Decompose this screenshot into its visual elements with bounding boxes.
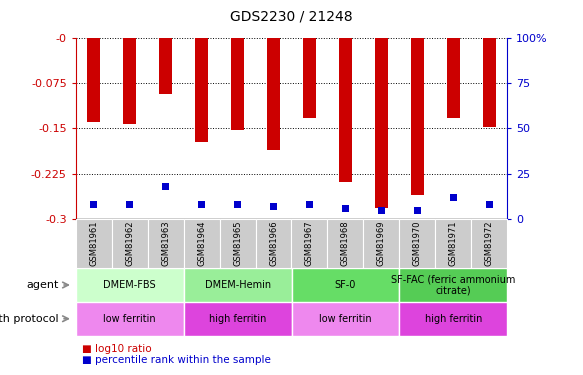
Bar <box>220 219 255 268</box>
Bar <box>375 38 388 209</box>
Bar <box>363 219 399 268</box>
Bar <box>270 203 277 210</box>
Text: GSM81966: GSM81966 <box>269 220 278 266</box>
Bar <box>399 268 507 302</box>
Text: low ferritin: low ferritin <box>319 314 372 324</box>
Text: GSM81967: GSM81967 <box>305 220 314 266</box>
Bar <box>159 38 172 94</box>
Bar <box>292 302 399 336</box>
Text: SF-FAC (ferric ammonium
citrate): SF-FAC (ferric ammonium citrate) <box>391 274 515 296</box>
Bar <box>90 201 97 208</box>
Bar <box>184 268 292 302</box>
Bar <box>399 302 507 336</box>
Text: GSM81961: GSM81961 <box>89 220 99 266</box>
Text: DMEM-Hemin: DMEM-Hemin <box>205 280 271 290</box>
Text: GSM81962: GSM81962 <box>125 220 134 266</box>
Bar <box>127 201 133 208</box>
Bar <box>267 38 280 150</box>
Bar <box>414 207 421 214</box>
Bar <box>184 302 292 336</box>
Bar <box>184 219 220 268</box>
Bar <box>447 38 459 118</box>
Text: GDS2230 / 21248: GDS2230 / 21248 <box>230 9 353 23</box>
Text: GSM81964: GSM81964 <box>197 220 206 266</box>
Bar <box>195 38 208 142</box>
Bar <box>303 38 316 118</box>
Bar <box>411 38 424 195</box>
Text: high ferritin: high ferritin <box>424 314 482 324</box>
Text: GSM81971: GSM81971 <box>449 220 458 266</box>
Bar <box>231 38 244 130</box>
Bar <box>342 205 349 212</box>
Text: GSM81965: GSM81965 <box>233 220 242 266</box>
Text: ■ percentile rank within the sample: ■ percentile rank within the sample <box>82 355 271 365</box>
Bar <box>436 219 471 268</box>
Bar <box>471 219 507 268</box>
Text: GSM81970: GSM81970 <box>413 220 422 266</box>
Text: high ferritin: high ferritin <box>209 314 266 324</box>
Bar <box>255 219 292 268</box>
Bar <box>76 219 112 268</box>
Bar <box>147 219 184 268</box>
Bar <box>162 183 169 190</box>
Bar <box>486 201 493 208</box>
Bar <box>306 201 313 208</box>
Text: GSM81968: GSM81968 <box>341 220 350 266</box>
Text: agent: agent <box>26 280 58 290</box>
Bar <box>292 219 328 268</box>
Text: DMEM-FBS: DMEM-FBS <box>103 280 156 290</box>
Bar <box>339 38 352 182</box>
Text: GSM81963: GSM81963 <box>161 220 170 266</box>
Bar <box>450 194 456 201</box>
Text: ■ log10 ratio: ■ log10 ratio <box>82 344 151 354</box>
Bar <box>378 207 385 214</box>
Text: growth protocol: growth protocol <box>0 314 58 324</box>
Bar <box>234 201 241 208</box>
Bar <box>483 38 496 127</box>
Bar <box>76 302 184 336</box>
Bar <box>328 219 363 268</box>
Text: GSM81969: GSM81969 <box>377 220 386 266</box>
Bar <box>112 219 147 268</box>
Bar <box>87 38 100 122</box>
Bar <box>124 38 136 124</box>
Text: SF-0: SF-0 <box>335 280 356 290</box>
Bar <box>399 219 436 268</box>
Bar <box>292 268 399 302</box>
Text: GSM81972: GSM81972 <box>484 220 494 266</box>
Bar <box>76 268 184 302</box>
Bar <box>198 201 205 208</box>
Text: low ferritin: low ferritin <box>103 314 156 324</box>
